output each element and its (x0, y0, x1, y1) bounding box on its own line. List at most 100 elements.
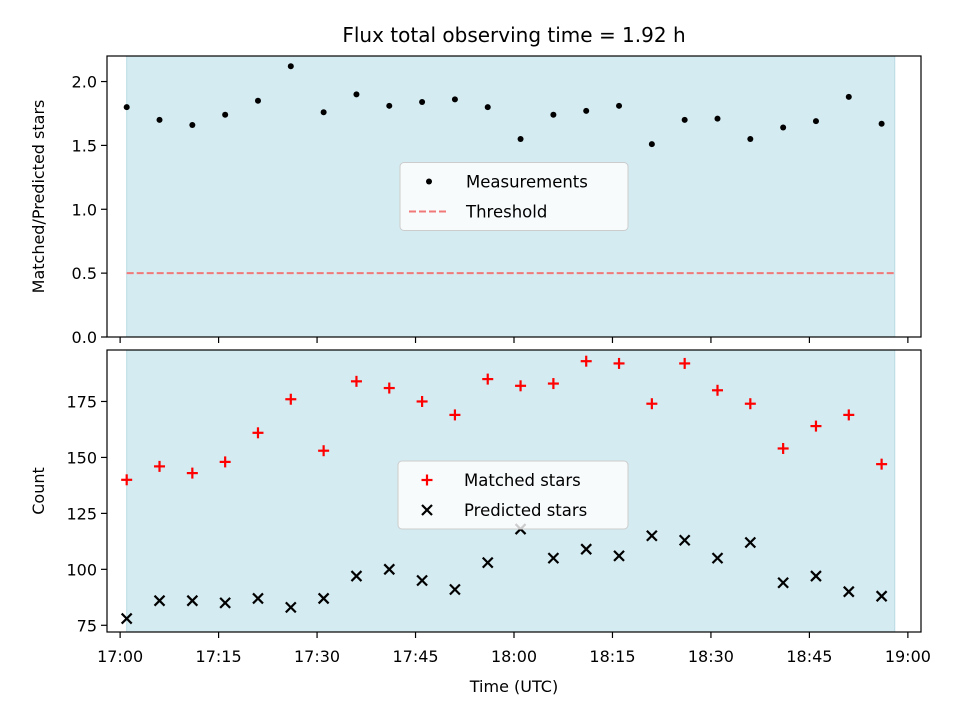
predicted-stars-point (120, 612, 133, 625)
measurement-point (419, 98, 426, 105)
x-tick-label: 18:45 (786, 647, 832, 666)
predicted-stars-point (777, 576, 789, 589)
measurement-point (583, 107, 590, 114)
predicted-stars-point (843, 585, 855, 598)
x-tick-label: 17:45 (392, 647, 438, 666)
matched-stars-point (843, 409, 855, 421)
matched-stars-point (744, 398, 756, 410)
x-tick-label: 18:30 (688, 647, 734, 666)
y-tick-label: 175 (66, 392, 97, 411)
predicted-stars-point (219, 597, 231, 609)
predicted-stars-point (317, 592, 330, 605)
matched-stars-point (810, 420, 822, 432)
y-axis-label: Matched/Predicted stars (29, 100, 48, 294)
matched-stars-point (482, 373, 494, 385)
measurement-point (517, 136, 524, 143)
matched-stars-point (121, 474, 133, 486)
measurement-point (451, 96, 458, 103)
count-panel: 75 100 125 150 175 17:00 17:15 17:30 17:45 18:00 1… (29, 349, 931, 666)
predicted-stars-point (252, 592, 264, 605)
y-tick-label: 2.0 (72, 73, 97, 92)
legend-box (397, 460, 629, 530)
matched-stars-point (416, 395, 428, 407)
chart-title: Flux total observing time = 1.92 h (342, 23, 685, 47)
x-tick-label: 19:00 (885, 647, 931, 666)
measurement-point (878, 120, 885, 127)
y-tick-label: 100 (66, 560, 97, 579)
measurement-point (353, 91, 360, 98)
matched-stars-point (285, 393, 297, 405)
legend-label: Threshold (465, 203, 547, 222)
matched-stars-point (383, 382, 395, 394)
measurement-point (189, 121, 196, 128)
measurement-point (222, 111, 229, 118)
measurement-point (320, 109, 327, 116)
y-tick-label: 150 (66, 448, 97, 467)
legend-box (399, 162, 629, 231)
matched-stars-point (712, 384, 723, 396)
predicted-stars-point (547, 552, 560, 564)
matched-stars-point (219, 456, 231, 468)
measurement-point (648, 141, 655, 148)
predicted-stars-point (416, 574, 428, 587)
series-measurements (123, 63, 885, 148)
legend-item: Predicted stars (421, 501, 587, 520)
predicted-stars-point (646, 529, 658, 542)
predicted-stars-point (678, 534, 691, 547)
matched-stars-point (580, 355, 592, 367)
x-tick-label: 17:30 (294, 647, 340, 666)
x-tick-label: 17:15 (196, 647, 242, 666)
matched-stars-point (613, 357, 625, 369)
y-tick-label: 125 (66, 504, 97, 523)
series-matched-stars (121, 355, 888, 486)
matched-stars-point (186, 467, 198, 479)
predicted-stars-point (153, 594, 166, 607)
matched-stars-point (547, 378, 559, 390)
matched-stars-point (515, 380, 527, 392)
matched-stars-point (154, 460, 166, 472)
measurement-point (550, 111, 557, 118)
y-tick-label: 0.0 (72, 328, 97, 347)
y-axis-label: Count (29, 467, 48, 515)
measurement-point (616, 102, 623, 109)
predicted-stars-point (580, 543, 592, 555)
matched-stars-point (252, 427, 264, 439)
legend: Matched stars Predicted stars (397, 460, 629, 530)
measurement-point (254, 97, 261, 104)
legend-item: Measurements (426, 173, 588, 192)
matched-stars-point (679, 357, 691, 369)
ratio-panel: 0.0 0.5 1.0 1.5 2.0 Matched/Predicted stars Me… (29, 55, 922, 347)
matched-stars-point (449, 409, 461, 421)
x-tick-label: 18:15 (589, 647, 635, 666)
legend-label: Predicted stars (464, 501, 587, 520)
measurement-point (747, 136, 754, 143)
y-tick-label: 75 (77, 616, 97, 635)
y-tick-label: 1.0 (72, 200, 97, 219)
x-tick-label: 17:00 (97, 647, 143, 666)
measurement-point (780, 124, 787, 131)
x-tick-label: 18:00 (491, 647, 537, 666)
predicted-stars-point (744, 536, 757, 549)
matched-stars-point (318, 445, 330, 457)
measurement-point (287, 63, 294, 70)
measurement-point (714, 115, 721, 122)
matched-stars-point (646, 398, 658, 410)
predicted-stars-point (383, 563, 396, 576)
legend-marker (426, 178, 432, 185)
matched-stars-point (350, 375, 362, 387)
measurement-point (845, 93, 852, 100)
predicted-stars-point (810, 570, 822, 582)
legend-marker (421, 504, 433, 516)
x-axis-label: Time (UTC) (469, 677, 558, 696)
predicted-stars-point (285, 601, 297, 614)
measurement-point (681, 116, 688, 123)
predicted-stars-point (449, 583, 461, 596)
matched-stars-point (876, 458, 888, 470)
measurement-point (386, 102, 393, 109)
legend: Measurements Threshold (399, 162, 629, 231)
legend-marker (421, 474, 433, 486)
legend-item: Matched stars (421, 471, 581, 490)
predicted-stars-point (711, 552, 724, 564)
legend-label: Matched stars (464, 471, 581, 490)
